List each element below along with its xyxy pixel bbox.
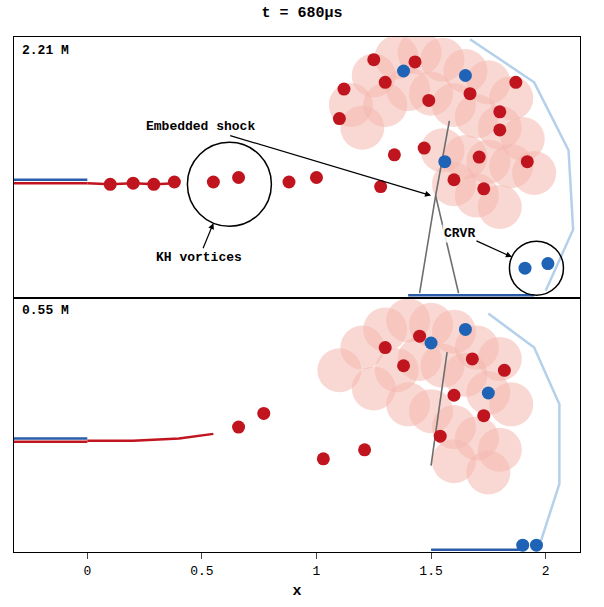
svg-text:1.5: 1.5 xyxy=(419,564,442,579)
svg-text:t = 680μs: t = 680μs xyxy=(261,5,342,22)
svg-text:KH vortices: KH vortices xyxy=(156,250,242,265)
svg-text:x: x xyxy=(292,583,301,600)
svg-text:0.55 M: 0.55 M xyxy=(22,303,69,318)
svg-text:CRVR: CRVR xyxy=(444,226,475,241)
svg-text:Embedded shock: Embedded shock xyxy=(146,119,255,134)
svg-text:2: 2 xyxy=(542,564,550,579)
svg-text:2.21 M: 2.21 M xyxy=(22,43,69,58)
svg-text:0: 0 xyxy=(83,564,91,579)
svg-text:1: 1 xyxy=(313,564,321,579)
svg-text:0.5: 0.5 xyxy=(190,564,213,579)
